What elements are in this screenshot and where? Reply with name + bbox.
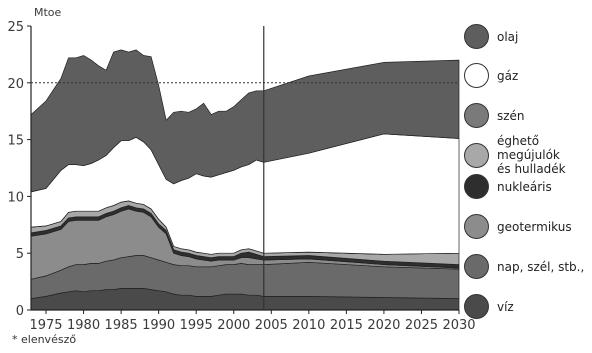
legend-item: szén (464, 103, 525, 128)
x-tick-label: 1995 (180, 318, 213, 333)
legend-label: víz (497, 299, 514, 314)
legend-swatch (464, 214, 489, 239)
x-tick-label: 2005 (255, 318, 288, 333)
legend-item: olaj (464, 24, 518, 49)
legend-label: nukleáris (497, 179, 552, 194)
legend-label: éghető megújulók és hulladék (497, 134, 566, 176)
footnote: * elenvésző (12, 333, 77, 346)
legend-label: geotermikus (497, 219, 572, 234)
x-tick-label: 2000 (217, 318, 250, 333)
y-tick-label: 5 (16, 247, 24, 262)
y-tick-label: 10 (7, 190, 24, 205)
x-tick-label: 1975 (29, 318, 62, 333)
legend-item: éghető megújulók és hulladék (464, 134, 566, 176)
y-tick-label: 20 (7, 77, 24, 92)
y-tick-label: 0 (16, 304, 24, 319)
legend-swatch (464, 63, 489, 88)
legend-label: nap, szél, stb., (497, 259, 585, 274)
area-layers (30, 49, 460, 311)
legend-swatch (464, 142, 489, 168)
axes (30, 26, 459, 311)
x-tick-label: 2015 (330, 318, 363, 333)
legend-swatch (464, 24, 489, 49)
x-tick-label: 2025 (405, 318, 438, 333)
area-series-7 (30, 49, 460, 193)
legend-label: gáz (497, 68, 519, 83)
y-tick-label: 25 (7, 20, 24, 35)
legend-label: szén (497, 108, 525, 123)
x-tick-label: 1980 (67, 318, 100, 333)
legend-item: nap, szél, stb., (464, 254, 584, 279)
legend-item: víz (464, 294, 514, 319)
x-tick-label: 2030 (442, 318, 475, 333)
legend-swatch (464, 254, 489, 279)
legend-item: geotermikus (464, 214, 572, 239)
legend-swatch (464, 294, 489, 319)
x-tick-label: 1990 (142, 318, 175, 333)
legend-label: olaj (497, 29, 519, 44)
unit-label: Mtoe (34, 6, 62, 19)
x-tick-label: 2020 (367, 318, 400, 333)
legend-swatch (464, 103, 489, 128)
legend-item: gáz (464, 63, 518, 88)
x-tick-label: 2010 (292, 318, 325, 333)
y-tick-label: 15 (7, 134, 24, 149)
legend-swatch (464, 174, 489, 199)
legend-item: nukleáris (464, 174, 552, 199)
x-tick-label: 1985 (105, 318, 138, 333)
